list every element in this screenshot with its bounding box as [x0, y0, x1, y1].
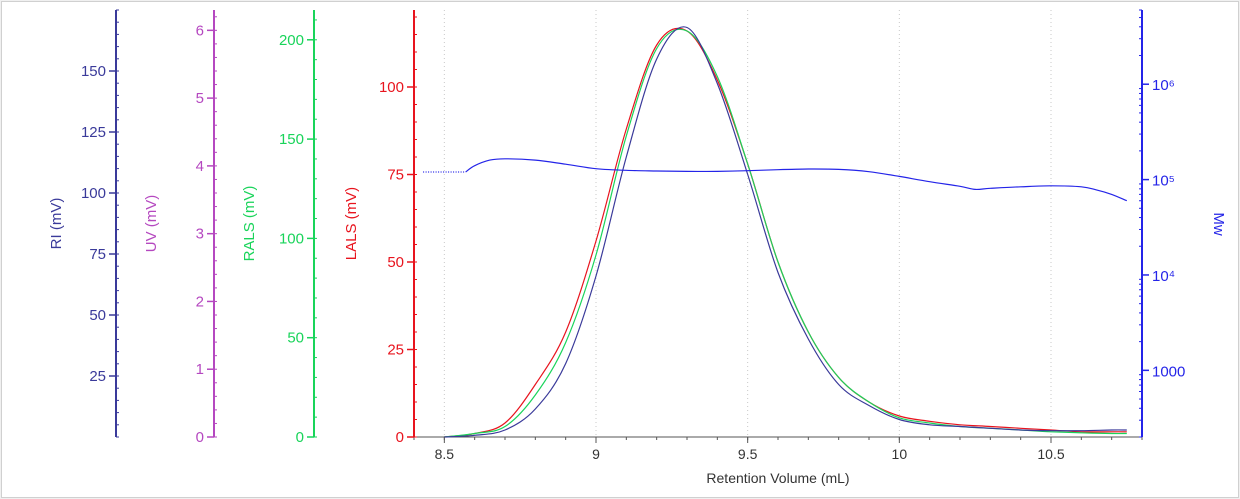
lals-tick-label: 25 — [387, 342, 404, 359]
lals-tick-label: 50 — [387, 254, 404, 271]
series-mw — [465, 158, 1128, 202]
ri-tick-label: 75 — [89, 246, 106, 263]
plot-area — [423, 26, 1128, 438]
gridlines — [443, 10, 1052, 437]
series-rals — [444, 28, 1127, 438]
ri-tick-label: 125 — [81, 124, 106, 141]
x-tick-label: 10.5 — [1037, 446, 1064, 462]
uv-tick-label: 0 — [196, 429, 204, 446]
ri-tick-label: 50 — [89, 307, 106, 324]
mw-tick-label: 10⁴ — [1152, 268, 1175, 285]
x-tick-label: 8.5 — [435, 446, 455, 462]
x-tick-label: 10 — [892, 446, 908, 462]
lals-axis-title: LALS (mV) — [343, 187, 360, 260]
rals-tick-label: 150 — [279, 131, 304, 148]
ri-tick-label: 150 — [81, 63, 106, 80]
lals-tick-label: 100 — [379, 79, 404, 96]
series-lals — [444, 27, 1127, 438]
uv-tick-label: 6 — [196, 22, 204, 39]
uv-tick-label: 5 — [196, 90, 204, 107]
series-ri — [444, 26, 1127, 438]
rals-tick-label: 200 — [279, 32, 304, 49]
x-tick-label: 9.5 — [738, 446, 758, 462]
x-tick-label: 9 — [592, 446, 600, 462]
rals-tick-label: 0 — [296, 429, 304, 446]
ri-axis-title: RI (mV) — [48, 198, 65, 250]
rals-tick-label: 50 — [287, 330, 304, 347]
uv-tick-label: 4 — [196, 158, 204, 175]
mw-tick-label: 10⁵ — [1152, 173, 1175, 190]
mw-tick-label: 1000 — [1152, 363, 1185, 380]
mw-axis-title: Mw — [1210, 212, 1227, 235]
uv-axis-title: UV (mV) — [143, 195, 160, 253]
uv-tick-label: 1 — [196, 361, 204, 378]
x-axis-title: Retention Volume (mL) — [706, 470, 849, 486]
ri-tick-label: 100 — [81, 185, 106, 202]
ri-tick-label: 25 — [89, 368, 106, 385]
lals-tick-label: 0 — [396, 429, 404, 446]
lals-tick-label: 75 — [387, 167, 404, 184]
uv-tick-label: 2 — [196, 293, 204, 310]
uv-tick-label: 3 — [196, 226, 204, 243]
rals-tick-label: 100 — [279, 230, 304, 247]
rals-axis-title: RALS (mV) — [241, 186, 258, 262]
mw-tick-label: 10⁶ — [1152, 77, 1175, 94]
